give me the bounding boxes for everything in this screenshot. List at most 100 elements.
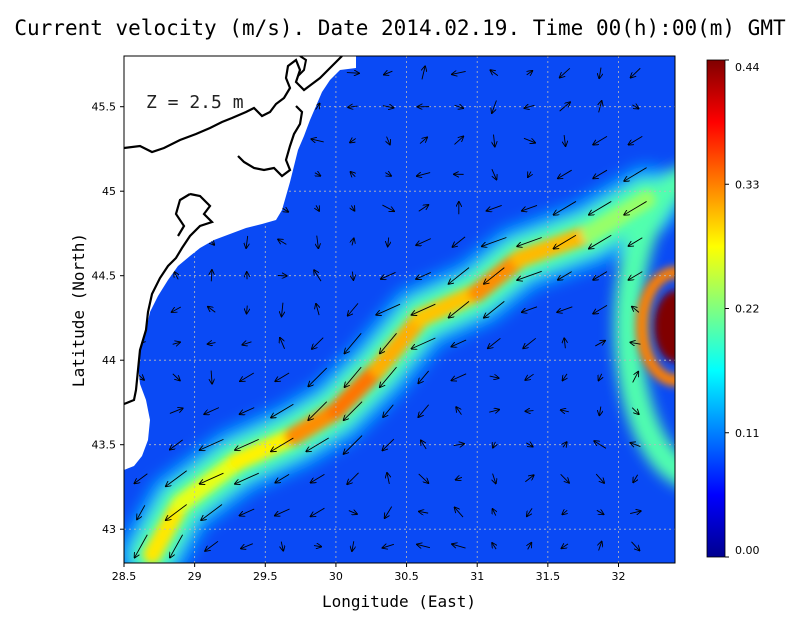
velocity-arrow [484,301,505,317]
velocity-arrow [560,67,571,77]
coastline-liman [237,105,304,178]
velocity-arrow [599,373,602,381]
velocity-arrow [631,67,641,77]
velocity-arrow [345,333,362,353]
colorbar-tick-label: 0.00 [735,544,760,557]
velocity-arrow [170,439,183,450]
velocity-arrow [449,267,470,284]
velocity-arrow [350,172,355,177]
velocity-arrow [418,205,429,212]
x-tick-label: 29 [188,570,202,583]
velocity-arrow [240,407,255,415]
velocity-arrow [554,234,577,248]
velocity-arrow [166,470,187,487]
velocity-arrow [211,270,212,282]
velocity-arrow [172,342,180,344]
velocity-arrow [564,338,565,349]
velocity-arrow [348,303,359,315]
velocity-arrow [632,105,638,109]
y-axis-label: Latitude (North) [69,233,88,387]
coastline [124,56,343,154]
depth-label: Z = 2.5 m [146,92,244,113]
velocity-arrow [630,342,641,344]
velocity-arrow [629,136,643,144]
x-tick-label: 29.5 [253,570,278,583]
velocity-arrow [275,508,290,516]
velocity-arrow [311,474,325,482]
velocity-arrow [315,173,320,176]
velocity-arrow [384,71,393,74]
velocity-arrow [594,441,607,449]
velocity-arrow [344,435,363,454]
colorbar-tick-label: 0.44 [735,61,760,74]
velocity-arrow [629,237,643,246]
x-tick-label: 30.5 [394,570,419,583]
chart-title: Current velocity (m/s). Date 2014.02.19.… [14,16,786,40]
jet-segment [411,283,487,327]
velocity-arrow [596,510,604,514]
velocity-arrow [624,201,647,214]
velocity-arrow [235,438,259,450]
velocity-arrow [385,506,393,518]
velocity-arrow [517,237,542,247]
velocity-arrow [204,407,220,415]
velocity-arrow [383,404,394,417]
velocity-arrow [527,508,533,516]
velocity-arrow [383,438,395,450]
velocity-arrow [352,238,354,246]
y-tick-label: 44 [102,354,116,367]
velocity-arrow [554,201,577,214]
velocity-arrow [523,337,537,348]
velocity-arrow [316,205,319,210]
velocity-arrow [452,544,466,549]
velocity-arrow [316,104,320,110]
colorbar-tick-label: 0.33 [735,178,760,191]
jet-segment [326,359,388,420]
velocity-arrow [208,307,216,313]
velocity-arrow [489,410,499,413]
velocity-arrow [527,71,533,75]
velocity-arrow [242,342,252,345]
velocity-arrow [346,73,359,74]
eddy-max [653,290,675,363]
velocity-arrow [416,238,432,246]
velocity-arrow [599,101,602,113]
velocity-arrow [484,267,505,284]
velocity-arrow [493,473,496,484]
velocity-arrow [385,173,391,176]
velocity-arrow [317,235,319,249]
velocity-arrow [525,373,534,380]
velocity-arrow [282,302,283,317]
velocity-arrow [449,301,470,317]
velocity-arrow [593,271,608,280]
velocity-arrow [422,66,425,80]
velocity-arrow [452,339,467,347]
velocity-arrow [454,137,463,145]
velocity-arrow [314,270,322,282]
velocity-arrow [381,272,396,279]
velocity-arrow [487,204,502,210]
colorbar-tick-label: 0.11 [735,427,760,440]
velocity-arrow [271,437,294,451]
velocity-arrow [599,67,601,79]
velocity-arrow [172,373,180,381]
velocity-arrow [631,443,641,447]
velocity-arrow [454,105,463,108]
velocity-arrow [593,136,608,144]
velocity-arrow [453,236,466,247]
velocity-arrows [135,66,647,557]
velocity-arrow [281,541,283,551]
velocity-arrow [595,341,605,347]
velocity-arrow [347,472,359,484]
jet-segment [468,249,529,302]
velocity-arrow [418,473,429,483]
velocity-arrow [380,333,397,353]
velocity-arrow [557,306,573,312]
jet-segment [171,452,247,513]
velocity-arrow [352,541,354,551]
velocity-arrow [382,106,394,108]
jet-segment [228,427,303,471]
y-tick-label: 45 [102,185,116,198]
velocity-arrow [528,543,532,550]
